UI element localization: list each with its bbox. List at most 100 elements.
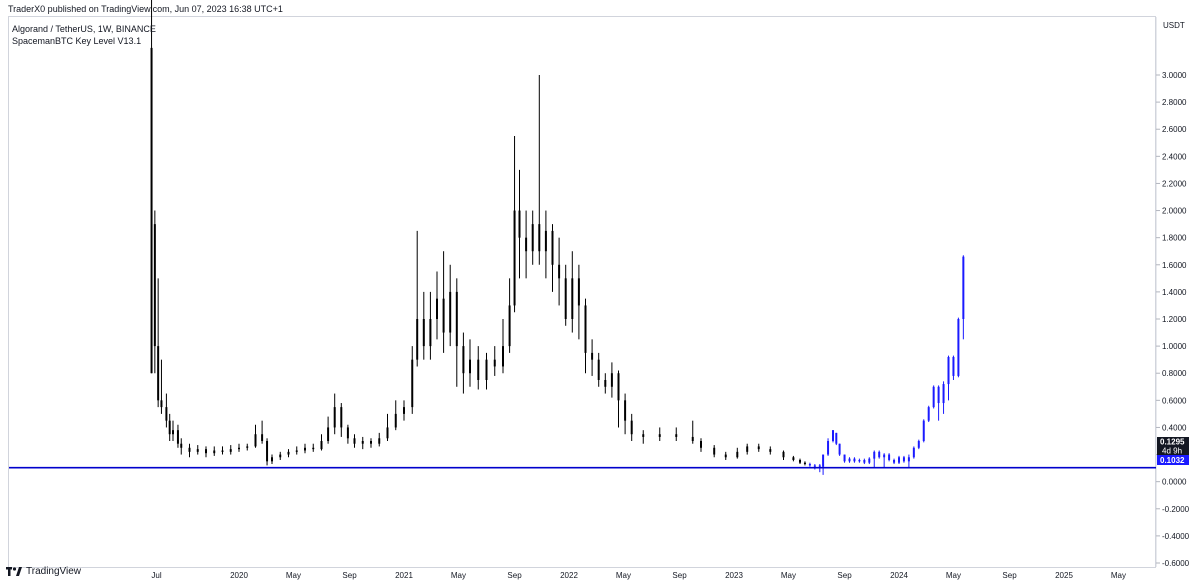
price-candle-body <box>340 407 343 428</box>
footer-brand: TradingView <box>26 566 82 577</box>
x-tick-label: 2022 <box>560 571 578 580</box>
price-candle-body <box>462 346 465 374</box>
x-tick-label: May <box>286 571 301 580</box>
price-candle-body <box>333 407 336 428</box>
projection-candle-body <box>843 454 846 462</box>
indicator-label[interactable]: SpacemanBTC Key Level V13.1 <box>12 36 142 46</box>
price-candle-body <box>508 305 511 347</box>
projection-candle-body <box>912 447 915 458</box>
price-candle-body <box>172 430 174 435</box>
price-candle-body <box>153 224 156 347</box>
price-candle-body <box>577 278 580 306</box>
price-candle-body <box>168 420 171 435</box>
projection-candle-body <box>832 430 834 441</box>
key-level-badge <box>1157 455 1189 465</box>
x-tick-label: Sep <box>342 571 357 580</box>
key-level-value: 0.1032 <box>1160 456 1185 465</box>
price-candle-body <box>165 407 168 421</box>
price-candle-body <box>584 305 587 353</box>
price-candle-body <box>792 457 795 460</box>
x-tick-label: May <box>616 571 631 580</box>
projection-candle-body <box>873 451 876 459</box>
symbol-label[interactable]: Algorand / TetherUS, 1W, BINANCE <box>12 24 156 34</box>
projection-candle-body <box>808 464 811 466</box>
price-candle-body <box>591 352 594 360</box>
x-tick-label: Sep <box>1002 571 1017 580</box>
x-tick-label: Sep <box>837 571 852 580</box>
price-candle-body <box>518 210 521 238</box>
y-tick-label: 2.8000 <box>1162 98 1187 107</box>
price-candle-body <box>180 443 183 448</box>
x-tick-label: Sep <box>507 571 522 580</box>
price-candle-body <box>429 319 432 347</box>
price-candle-body <box>346 427 349 439</box>
price-candle-body <box>525 237 528 252</box>
y-tick-label: 1.0000 <box>1162 342 1187 351</box>
price-candle-body <box>746 446 749 452</box>
price-candle-body <box>416 319 419 360</box>
price-candle-body <box>436 298 438 319</box>
price-candle-body <box>597 359 600 380</box>
projection-candle-body <box>932 386 935 408</box>
projection-candle-body <box>835 432 838 444</box>
x-tick-label: May <box>781 571 796 580</box>
x-tick-label: Jul <box>151 571 161 580</box>
price-candle-body <box>571 278 574 319</box>
projection-candle-body <box>952 356 955 376</box>
last-price-value: 0.1295 <box>1160 438 1185 447</box>
price-candle-body <box>150 47 153 374</box>
projection-candle-body <box>883 454 886 458</box>
price-candle-body <box>386 427 389 439</box>
price-candle-body <box>403 407 405 414</box>
countdown-badge <box>1157 446 1189 455</box>
price-candle-body <box>642 434 645 437</box>
projection-candle-body <box>922 420 925 441</box>
x-tick-label: May <box>451 571 466 580</box>
price-candle-body <box>422 319 425 347</box>
price-candle-body <box>449 291 452 333</box>
y-tick-label: 2.0000 <box>1162 207 1187 216</box>
price-candle-body <box>551 230 554 265</box>
price-candle-body <box>279 454 282 458</box>
y-tick-label: 3.0000 <box>1162 71 1187 80</box>
price-candle-body <box>394 413 397 428</box>
y-tick-label: 2.2000 <box>1162 179 1187 188</box>
y-tick-label: -0.4000 <box>1162 532 1190 541</box>
x-tick-label: May <box>1111 571 1126 580</box>
price-candle-body <box>757 446 760 450</box>
projection-candle-body <box>902 457 905 462</box>
price-candle-body <box>320 441 323 450</box>
price-candle-body <box>442 298 445 333</box>
projection-candle-body <box>898 457 900 463</box>
price-candle-body <box>624 400 627 421</box>
price-candle-body <box>558 264 561 279</box>
price-candle-body <box>327 427 330 441</box>
price-candle-body <box>610 373 613 387</box>
price-candle-body <box>361 441 364 444</box>
projection-candle-body <box>942 384 945 404</box>
price-candle-body <box>455 291 458 347</box>
price-candle-body <box>160 400 163 408</box>
y-tick-label: 2.6000 <box>1162 125 1187 134</box>
price-candle-body <box>370 441 372 444</box>
y-tick-label: 1.2000 <box>1162 315 1187 324</box>
price-candle-body <box>531 224 534 252</box>
price-candle-body <box>213 450 216 454</box>
projection-candle-body <box>853 458 856 462</box>
projection-candle-body <box>947 356 950 385</box>
price-candle-body <box>261 434 264 441</box>
price-candle-body <box>630 420 633 435</box>
projection-candle-body <box>822 454 825 467</box>
projection-candle-body <box>917 441 920 448</box>
price-candle-body <box>205 449 207 454</box>
x-tick-label: 2024 <box>890 571 908 580</box>
price-candle-body <box>157 346 160 401</box>
price-candle-body <box>188 447 191 452</box>
projection-candle-body <box>858 459 861 462</box>
price-candle-body <box>378 438 381 444</box>
y-tick-label: 1.8000 <box>1162 234 1187 243</box>
x-tick-label: 2021 <box>395 571 413 580</box>
price-candle-body <box>769 449 772 452</box>
projection-candle-body <box>863 459 866 463</box>
